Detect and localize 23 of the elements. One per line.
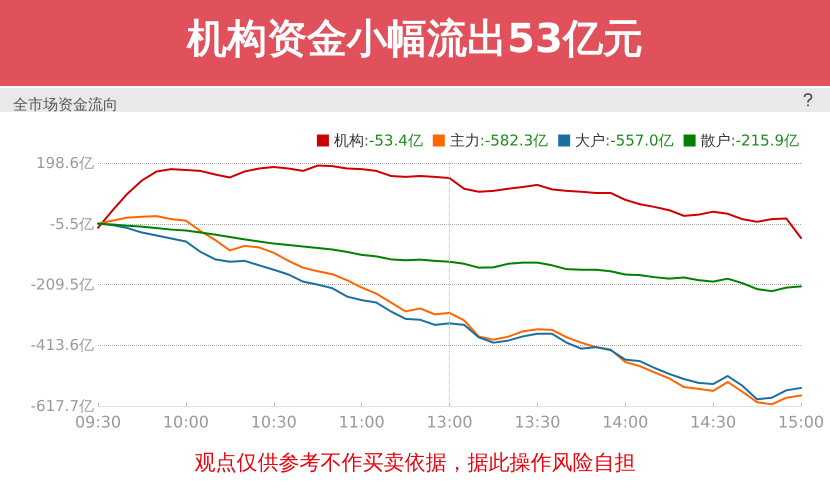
y-tick-label: -413.6亿 — [30, 336, 94, 354]
x-tick-label: 11:00 — [338, 412, 385, 432]
legend-label: 大户:-557.0亿 — [575, 132, 674, 150]
chart-title: 机构资金小幅流出53亿元 — [186, 16, 643, 62]
legend-label: 散户:-215.9亿 — [700, 132, 800, 150]
x-tick-label: 15:00 — [778, 412, 824, 432]
text: 观点仅供参考不作买卖依据，据此操作风险自担 — [194, 450, 636, 474]
x-tick-label: 14:30 — [690, 412, 736, 432]
x-tick-label: 10:30 — [250, 412, 297, 432]
chart-subtitle: 全市场资金流向 — [13, 96, 118, 114]
y-tick-label: -617.7亿 — [30, 397, 94, 415]
legend-label: 主力:-582.3亿 — [450, 132, 548, 150]
y-tick-label: -5.5亿 — [50, 214, 94, 233]
line-series — [97, 164, 802, 240]
x-tick-label: 09:30 — [74, 412, 122, 432]
x-tick-label: 10:00 — [162, 412, 209, 432]
legend-label: 机构:-53.4亿 — [334, 132, 423, 150]
line-series — [97, 222, 802, 292]
x-tick-label: 13:30 — [514, 412, 560, 432]
x-tick-label: 13:00 — [426, 412, 473, 432]
y-tick-label: -209.5亿 — [30, 275, 94, 294]
y-tick-label: 198.6亿 — [36, 154, 94, 172]
x-tick-label: 14:00 — [602, 412, 648, 432]
